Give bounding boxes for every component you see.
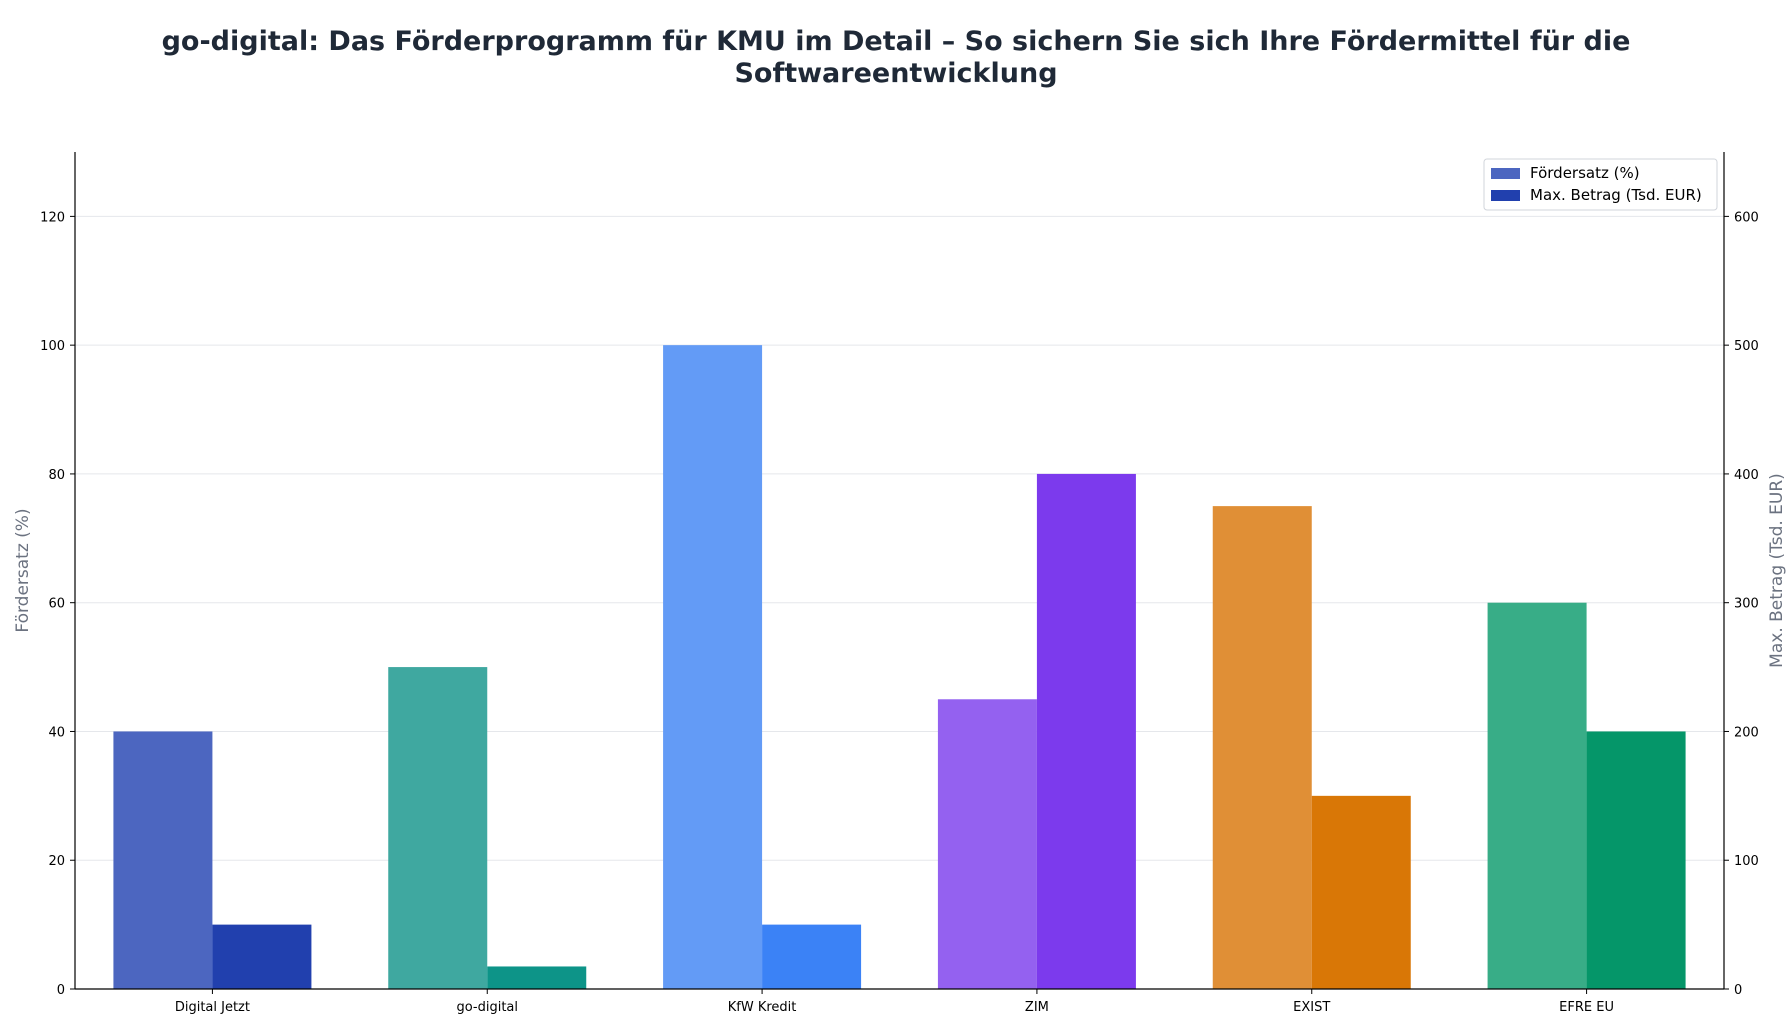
right-tick-label-400: 400	[1734, 468, 1759, 483]
left-axis-ticks: 0 20 40 60 80 100 120	[40, 210, 75, 998]
x-axis-ticks: Digital Jetzt go-digital KfW Kredit ZIM EXIS…	[175, 989, 1614, 1015]
left-axis-label: Fördersatz (%)	[13, 508, 33, 632]
chart-title-line-2: Softwareentwicklung	[734, 58, 1058, 89]
x-tick-label-digital-jetzt: Digital Jetzt	[175, 1000, 250, 1015]
legend-label-fordersatz: Fördersatz (%)	[1530, 164, 1640, 182]
left-tick-label-40: 40	[48, 725, 65, 740]
axes	[74, 152, 1725, 990]
bar-max-betrag-exist	[1311, 795, 1411, 989]
chart-title-line-1: go-digital: Das Förderprogramm für KMU i…	[161, 26, 1631, 57]
legend-swatch-fordersatz	[1491, 168, 1520, 179]
legend-box	[1483, 158, 1718, 211]
chart-title: go-digital: Das Förderprogramm für KMU i…	[0, 26, 1792, 90]
legend: Fördersatz (%) Max. Betrag (Tsd. EUR)	[1483, 158, 1718, 211]
right-axis-ticks: 0 100 200 300 400 500 600	[1724, 210, 1759, 998]
left-tick-label-20: 20	[48, 854, 65, 869]
left-tick-label-80: 80	[48, 468, 65, 483]
x-tick-label-zim: ZIM	[1025, 1000, 1049, 1015]
bar-max-betrag-kfw-kredit	[762, 924, 862, 989]
bar-fordersatz-digital-jetzt	[113, 731, 213, 989]
bar-fordersatz-efre-eu	[1487, 602, 1587, 989]
bar-max-betrag-zim	[1036, 473, 1136, 989]
legend-swatch-max-betrag	[1491, 190, 1520, 201]
bar-fordersatz-exist	[1212, 506, 1312, 989]
left-tick-label-60: 60	[48, 597, 65, 612]
right-tick-label-600: 600	[1734, 210, 1759, 225]
right-tick-label-300: 300	[1734, 597, 1759, 612]
x-tick-label-exist: EXIST	[1293, 1000, 1330, 1015]
left-tick-label-0: 0	[57, 983, 65, 998]
bar-fordersatz-kfw-kredit	[663, 345, 763, 990]
bar-max-betrag-efre-eu	[1586, 731, 1686, 989]
bars	[113, 345, 1686, 990]
right-tick-label-100: 100	[1734, 854, 1759, 869]
x-tick-label-kfw-kredit: KfW Kredit	[728, 1000, 797, 1015]
bar-max-betrag-digital-jetzt	[212, 924, 312, 989]
right-tick-label-500: 500	[1734, 339, 1759, 354]
left-tick-label-100: 100	[40, 339, 65, 354]
left-tick-label-120: 120	[40, 210, 65, 225]
right-tick-label-200: 200	[1734, 725, 1759, 740]
x-tick-label-efre-eu: EFRE EU	[1559, 1000, 1614, 1015]
legend-label-max-betrag: Max. Betrag (Tsd. EUR)	[1530, 186, 1702, 204]
bar-max-betrag-go-digital	[487, 966, 587, 989]
bar-fordersatz-zim	[937, 699, 1037, 989]
gridlines	[75, 215, 1724, 861]
right-tick-label-0: 0	[1734, 983, 1742, 998]
right-axis-label: Max. Betrag (Tsd. EUR)	[1767, 473, 1787, 668]
x-tick-label-go-digital: go-digital	[456, 1000, 518, 1015]
bar-fordersatz-go-digital	[388, 667, 488, 989]
